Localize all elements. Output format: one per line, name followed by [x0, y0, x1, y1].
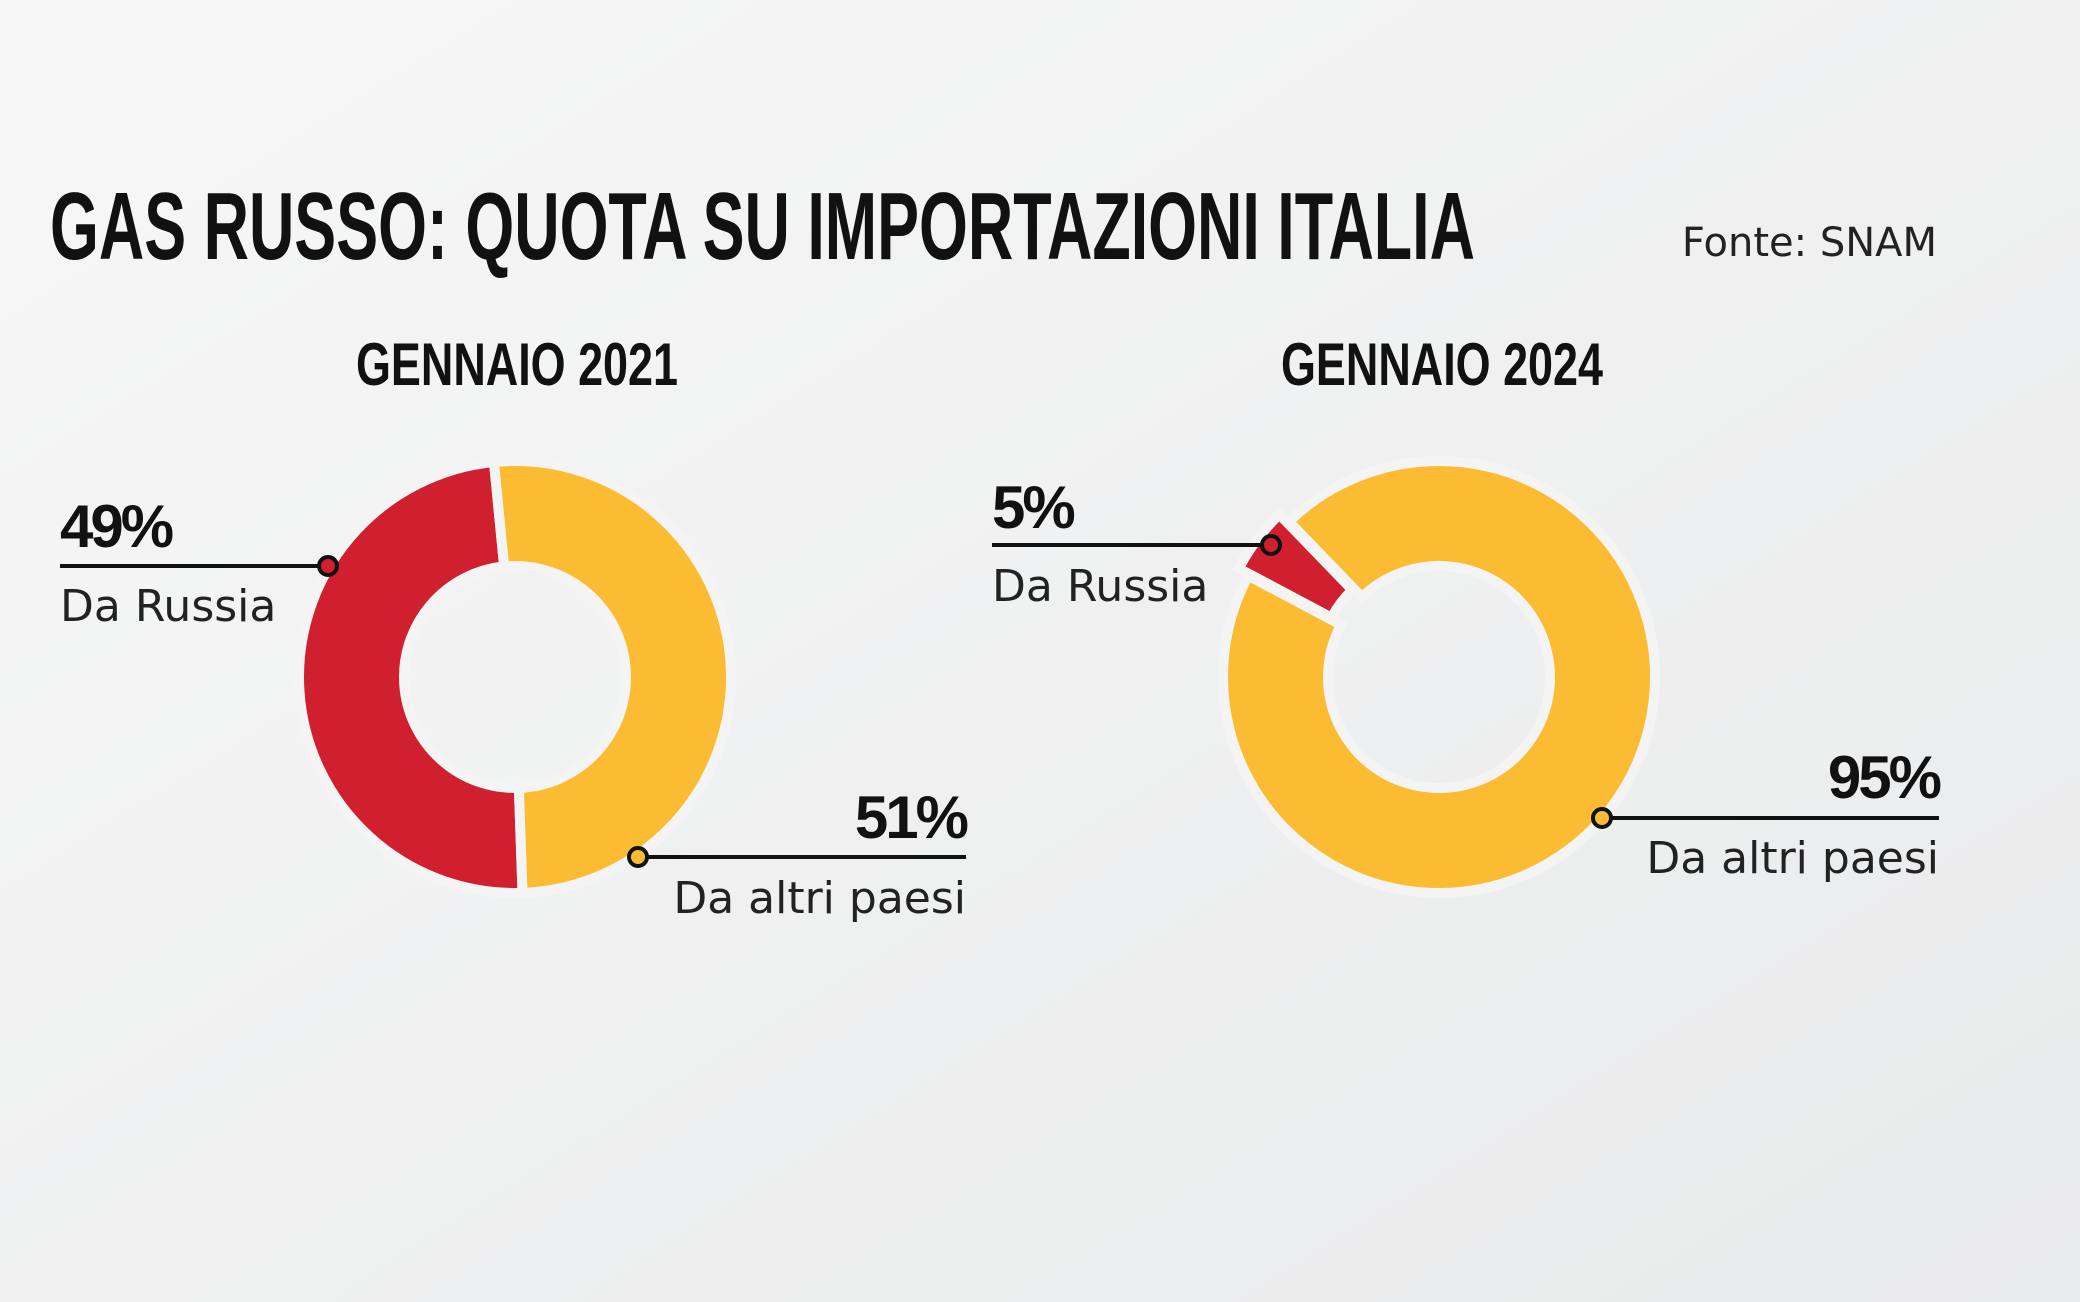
- donut-slice: [294, 456, 528, 898]
- chart-title: GENNAIO 2024: [1281, 331, 1603, 398]
- leader-dot: [627, 846, 649, 868]
- leader-dot: [317, 555, 339, 577]
- value-label: 95%: [1828, 744, 1941, 811]
- donut-slice: [1218, 456, 1660, 898]
- category-label: Da altri paesi: [673, 873, 966, 924]
- source: Fonte: SNAM: [1682, 220, 1937, 266]
- chart-title: GENNAIO 2021: [356, 331, 678, 398]
- value-label: 51%: [855, 784, 968, 851]
- value-label: 49%: [60, 493, 173, 560]
- category-label: Da Russia: [60, 581, 276, 632]
- value-label: 5%: [992, 474, 1074, 541]
- category-label: Da altri paesi: [1646, 833, 1939, 884]
- donut-slice: [488, 456, 736, 899]
- category-label: Da Russia: [992, 561, 1208, 612]
- page-title: GAS RUSSO: QUOTA SU IMPORTAZIONI ITALIA: [50, 173, 1475, 280]
- leader-dot: [1260, 534, 1282, 556]
- leader-dot: [1591, 807, 1613, 829]
